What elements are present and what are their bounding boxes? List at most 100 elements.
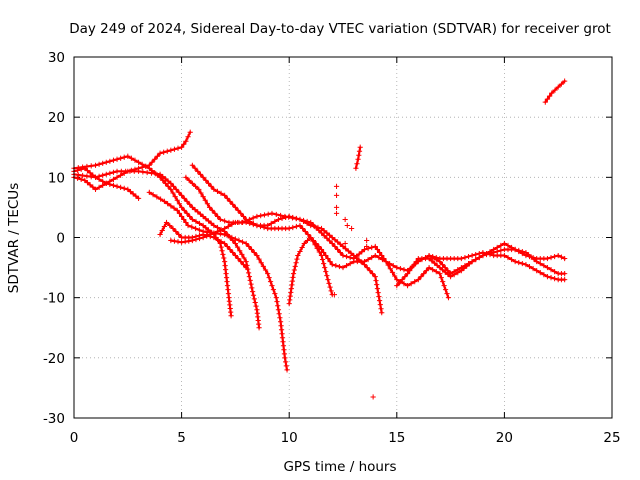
data-point — [205, 180, 212, 186]
data-point — [421, 271, 427, 277]
data-point — [558, 81, 565, 87]
data-point — [265, 271, 271, 277]
data-point — [232, 204, 238, 211]
data-point — [445, 271, 451, 277]
data-point — [441, 283, 447, 289]
data-point — [549, 90, 555, 96]
data-point — [118, 172, 124, 178]
data-point — [342, 240, 348, 247]
data-point — [389, 269, 396, 275]
data-point — [552, 87, 558, 93]
data-point — [96, 184, 102, 190]
data-point — [237, 248, 243, 254]
data-point — [268, 220, 274, 227]
data-point — [476, 250, 482, 257]
data-point — [374, 246, 381, 253]
data-point — [103, 171, 109, 177]
data-point — [205, 218, 212, 224]
data-point — [183, 138, 189, 144]
data-point — [329, 261, 335, 268]
data-point — [555, 252, 561, 259]
data-point — [333, 192, 340, 198]
data-point — [438, 275, 444, 281]
data-point — [437, 264, 443, 271]
data-point — [184, 198, 190, 204]
data-point — [383, 258, 389, 265]
data-point — [203, 225, 209, 231]
data-point — [249, 285, 255, 291]
data-point — [305, 231, 311, 238]
data-point — [260, 263, 266, 269]
data-point — [323, 252, 329, 259]
data-point — [376, 254, 382, 261]
data-point — [377, 302, 383, 308]
data-point — [140, 169, 146, 175]
data-point — [92, 186, 99, 192]
data-point — [241, 255, 247, 261]
data-point — [110, 176, 117, 182]
data-point — [80, 172, 86, 179]
data-point — [394, 277, 400, 283]
data-point — [139, 161, 145, 167]
data-point — [240, 261, 247, 268]
data-point — [300, 217, 307, 224]
data-point — [541, 272, 547, 278]
data-point — [415, 277, 421, 283]
data-point — [251, 249, 257, 256]
data-point — [542, 99, 548, 105]
data-point — [552, 268, 558, 275]
data-point — [364, 264, 370, 271]
data-point — [162, 180, 169, 186]
data-point — [196, 235, 203, 242]
data-point — [373, 278, 379, 284]
data-point — [431, 260, 438, 266]
data-point — [189, 224, 195, 230]
data-point — [118, 184, 124, 190]
data-point — [272, 218, 278, 225]
data-point — [230, 201, 236, 208]
data-point — [176, 201, 183, 207]
data-point — [229, 234, 235, 241]
data-point — [269, 283, 275, 289]
data-point — [248, 281, 254, 287]
data-point — [304, 218, 310, 225]
data-point — [288, 286, 294, 292]
data-point — [176, 210, 183, 217]
data-point — [297, 222, 303, 229]
data-point — [173, 228, 179, 235]
y-axis-label: SDTVAR / TECUs — [6, 183, 22, 293]
data-point — [240, 213, 247, 220]
data-point — [200, 193, 206, 200]
data-point — [222, 192, 228, 198]
data-point — [204, 233, 210, 239]
data-point — [501, 252, 507, 259]
data-point — [135, 168, 142, 174]
data-point — [544, 96, 551, 102]
data-point — [440, 279, 446, 285]
data-point — [439, 267, 446, 273]
data-point — [404, 271, 411, 277]
data-point — [340, 243, 346, 250]
data-point — [187, 213, 193, 220]
data-point — [530, 265, 536, 272]
data-point — [458, 255, 464, 262]
data-point — [464, 263, 470, 269]
data-point — [329, 240, 335, 247]
data-point — [354, 161, 360, 167]
data-point — [439, 261, 446, 268]
data-point — [327, 284, 333, 290]
y-tick-label: -20 — [43, 351, 65, 367]
data-point — [319, 256, 326, 263]
data-point — [283, 363, 289, 369]
data-point — [361, 258, 368, 265]
data-point — [197, 171, 204, 177]
data-point — [154, 153, 160, 159]
data-point — [336, 263, 343, 270]
data-point — [84, 163, 90, 170]
data-point — [125, 153, 131, 159]
data-point — [266, 275, 272, 281]
data-point — [324, 230, 330, 236]
data-point — [168, 147, 174, 153]
data-point — [313, 225, 319, 231]
data-point — [558, 254, 565, 260]
